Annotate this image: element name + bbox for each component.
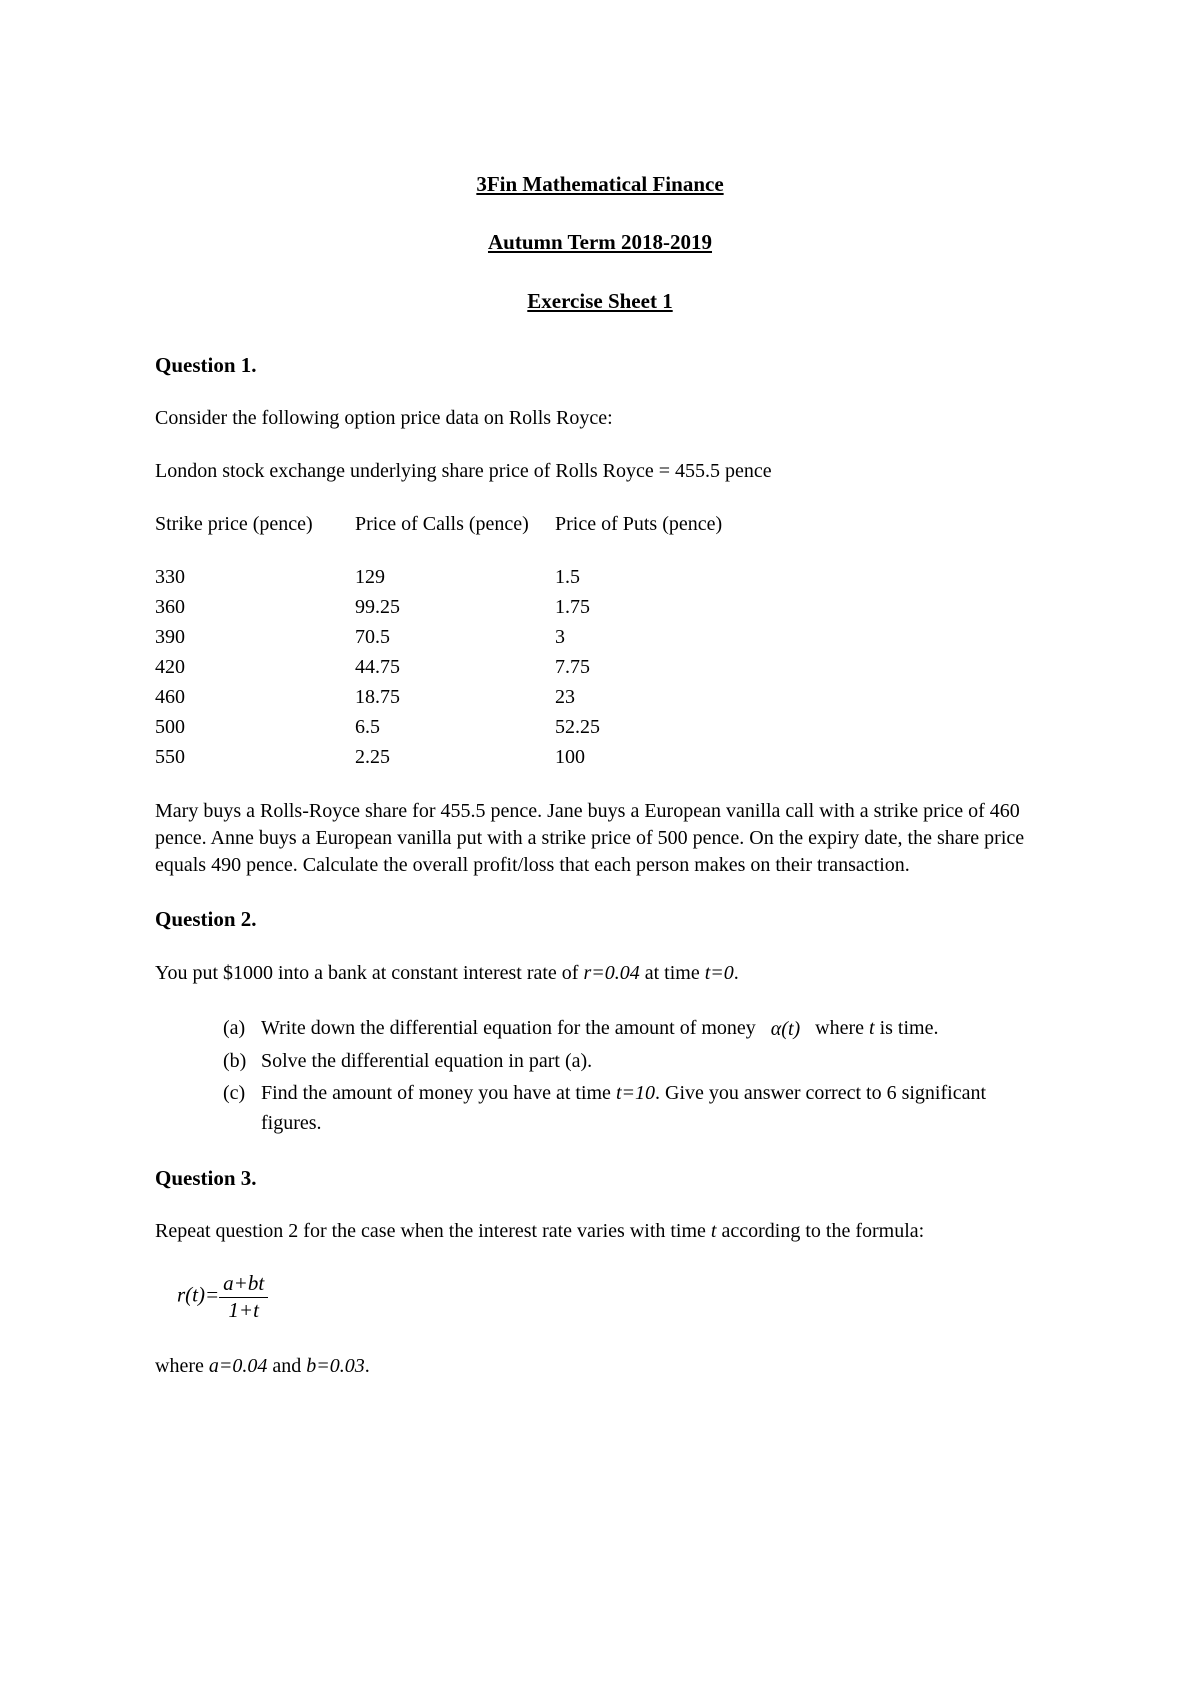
q3-where-pre: where (155, 1355, 209, 1377)
q3-where-mid: and (267, 1355, 306, 1377)
q1-scenario: Mary buys a Rolls-Royce share for 455.5 … (155, 798, 1045, 879)
q2-intro-pre: You put $1000 into a bank at constant in… (155, 962, 583, 984)
formula-fraction: a+bt1+t (219, 1271, 268, 1322)
course-title: 3Fin Mathematical Finance (155, 170, 1045, 198)
q2-intro-r: r=0.04 (583, 962, 639, 984)
q2-a-mid: where (810, 1017, 869, 1039)
formula-denominator: 1+t (219, 1298, 268, 1323)
q2-b-content: Solve the differential equation in part … (261, 1046, 1045, 1076)
q2-c-pre: Find the amount of money you have at tim… (261, 1082, 616, 1104)
table-row: 420 44.75 7.75 (155, 652, 1045, 682)
cell-puts: 52.25 (555, 712, 755, 742)
cell-puts: 3 (555, 622, 755, 652)
table-row: 550 2.25 100 (155, 742, 1045, 772)
cell-calls: 18.75 (355, 682, 555, 712)
cell-strike: 460 (155, 682, 355, 712)
q2-c-content: Find the amount of money you have at tim… (261, 1078, 1045, 1138)
term-title: Autumn Term 2018-2019 (155, 228, 1045, 256)
q3-where: where a=0.04 and b=0.03. (155, 1353, 1045, 1380)
col-calls-header: Price of Calls (pence) (355, 511, 555, 538)
q1-share-price: London stock exchange underlying share p… (155, 458, 1045, 485)
q2-item-c: (c) Find the amount of money you have at… (223, 1078, 1045, 1138)
cell-puts: 100 (555, 742, 755, 772)
q2-a-alpha: α(t) (761, 1014, 810, 1044)
q3-where-post: . (365, 1355, 370, 1377)
cell-strike: 360 (155, 592, 355, 622)
table-header-row: Strike price (pence) Price of Calls (pen… (155, 511, 1045, 538)
cell-calls: 129 (355, 562, 555, 592)
q2-intro-post: . (734, 962, 739, 984)
cell-calls: 44.75 (355, 652, 555, 682)
formula-lhs: r(t)= (177, 1283, 219, 1307)
cell-puts: 23 (555, 682, 755, 712)
list-marker-b: (b) (223, 1046, 261, 1076)
q2-header: Question 2. (155, 905, 1045, 933)
formula-numerator: a+bt (219, 1271, 268, 1297)
cell-puts: 7.75 (555, 652, 755, 682)
q2-item-b: (b) Solve the differential equation in p… (223, 1046, 1045, 1076)
q2-a-content: Write down the differential equation for… (261, 1013, 1045, 1044)
q3-intro: Repeat question 2 for the case when the … (155, 1218, 1045, 1245)
q2-intro: You put $1000 into a bank at constant in… (155, 960, 1045, 987)
table-row: 500 6.5 52.25 (155, 712, 1045, 742)
q2-a-post: is time. (875, 1017, 939, 1039)
table-row: 460 18.75 23 (155, 682, 1045, 712)
cell-calls: 2.25 (355, 742, 555, 772)
q1-intro: Consider the following option price data… (155, 405, 1045, 432)
cell-strike: 420 (155, 652, 355, 682)
q2-c-t: t=10 (616, 1082, 655, 1104)
col-puts-header: Price of Puts (pence) (555, 511, 755, 538)
q3-header: Question 3. (155, 1164, 1045, 1192)
cell-puts: 1.5 (555, 562, 755, 592)
q3-where-b: b=0.03 (306, 1355, 365, 1377)
q3-intro-post: according to the formula: (716, 1220, 924, 1242)
cell-strike: 390 (155, 622, 355, 652)
cell-strike: 500 (155, 712, 355, 742)
q2-item-a: (a) Write down the differential equation… (223, 1013, 1045, 1044)
q2-intro-mid: at time (640, 962, 705, 984)
list-marker-a: (a) (223, 1013, 261, 1044)
q3-where-a: a=0.04 (209, 1355, 268, 1377)
cell-strike: 330 (155, 562, 355, 592)
list-marker-c: (c) (223, 1078, 261, 1138)
table-row: 360 99.25 1.75 (155, 592, 1045, 622)
cell-calls: 70.5 (355, 622, 555, 652)
cell-calls: 6.5 (355, 712, 555, 742)
cell-puts: 1.75 (555, 592, 755, 622)
q1-header: Question 1. (155, 351, 1045, 379)
q3-formula: r(t)=a+bt1+t (177, 1271, 1045, 1322)
q2-intro-t: t=0 (705, 962, 734, 984)
table-body: 330 129 1.5 360 99.25 1.75 390 70.5 3 42… (155, 562, 1045, 772)
table-row: 330 129 1.5 (155, 562, 1045, 592)
col-strike-header: Strike price (pence) (155, 511, 355, 538)
table-row: 390 70.5 3 (155, 622, 1045, 652)
option-price-table: Strike price (pence) Price of Calls (pen… (155, 511, 1045, 772)
cell-strike: 550 (155, 742, 355, 772)
q2-list: (a) Write down the differential equation… (155, 1013, 1045, 1138)
cell-calls: 99.25 (355, 592, 555, 622)
sheet-title: Exercise Sheet 1 (155, 287, 1045, 315)
q2-a-pre: Write down the differential equation for… (261, 1017, 761, 1039)
q3-intro-pre: Repeat question 2 for the case when the … (155, 1220, 711, 1242)
